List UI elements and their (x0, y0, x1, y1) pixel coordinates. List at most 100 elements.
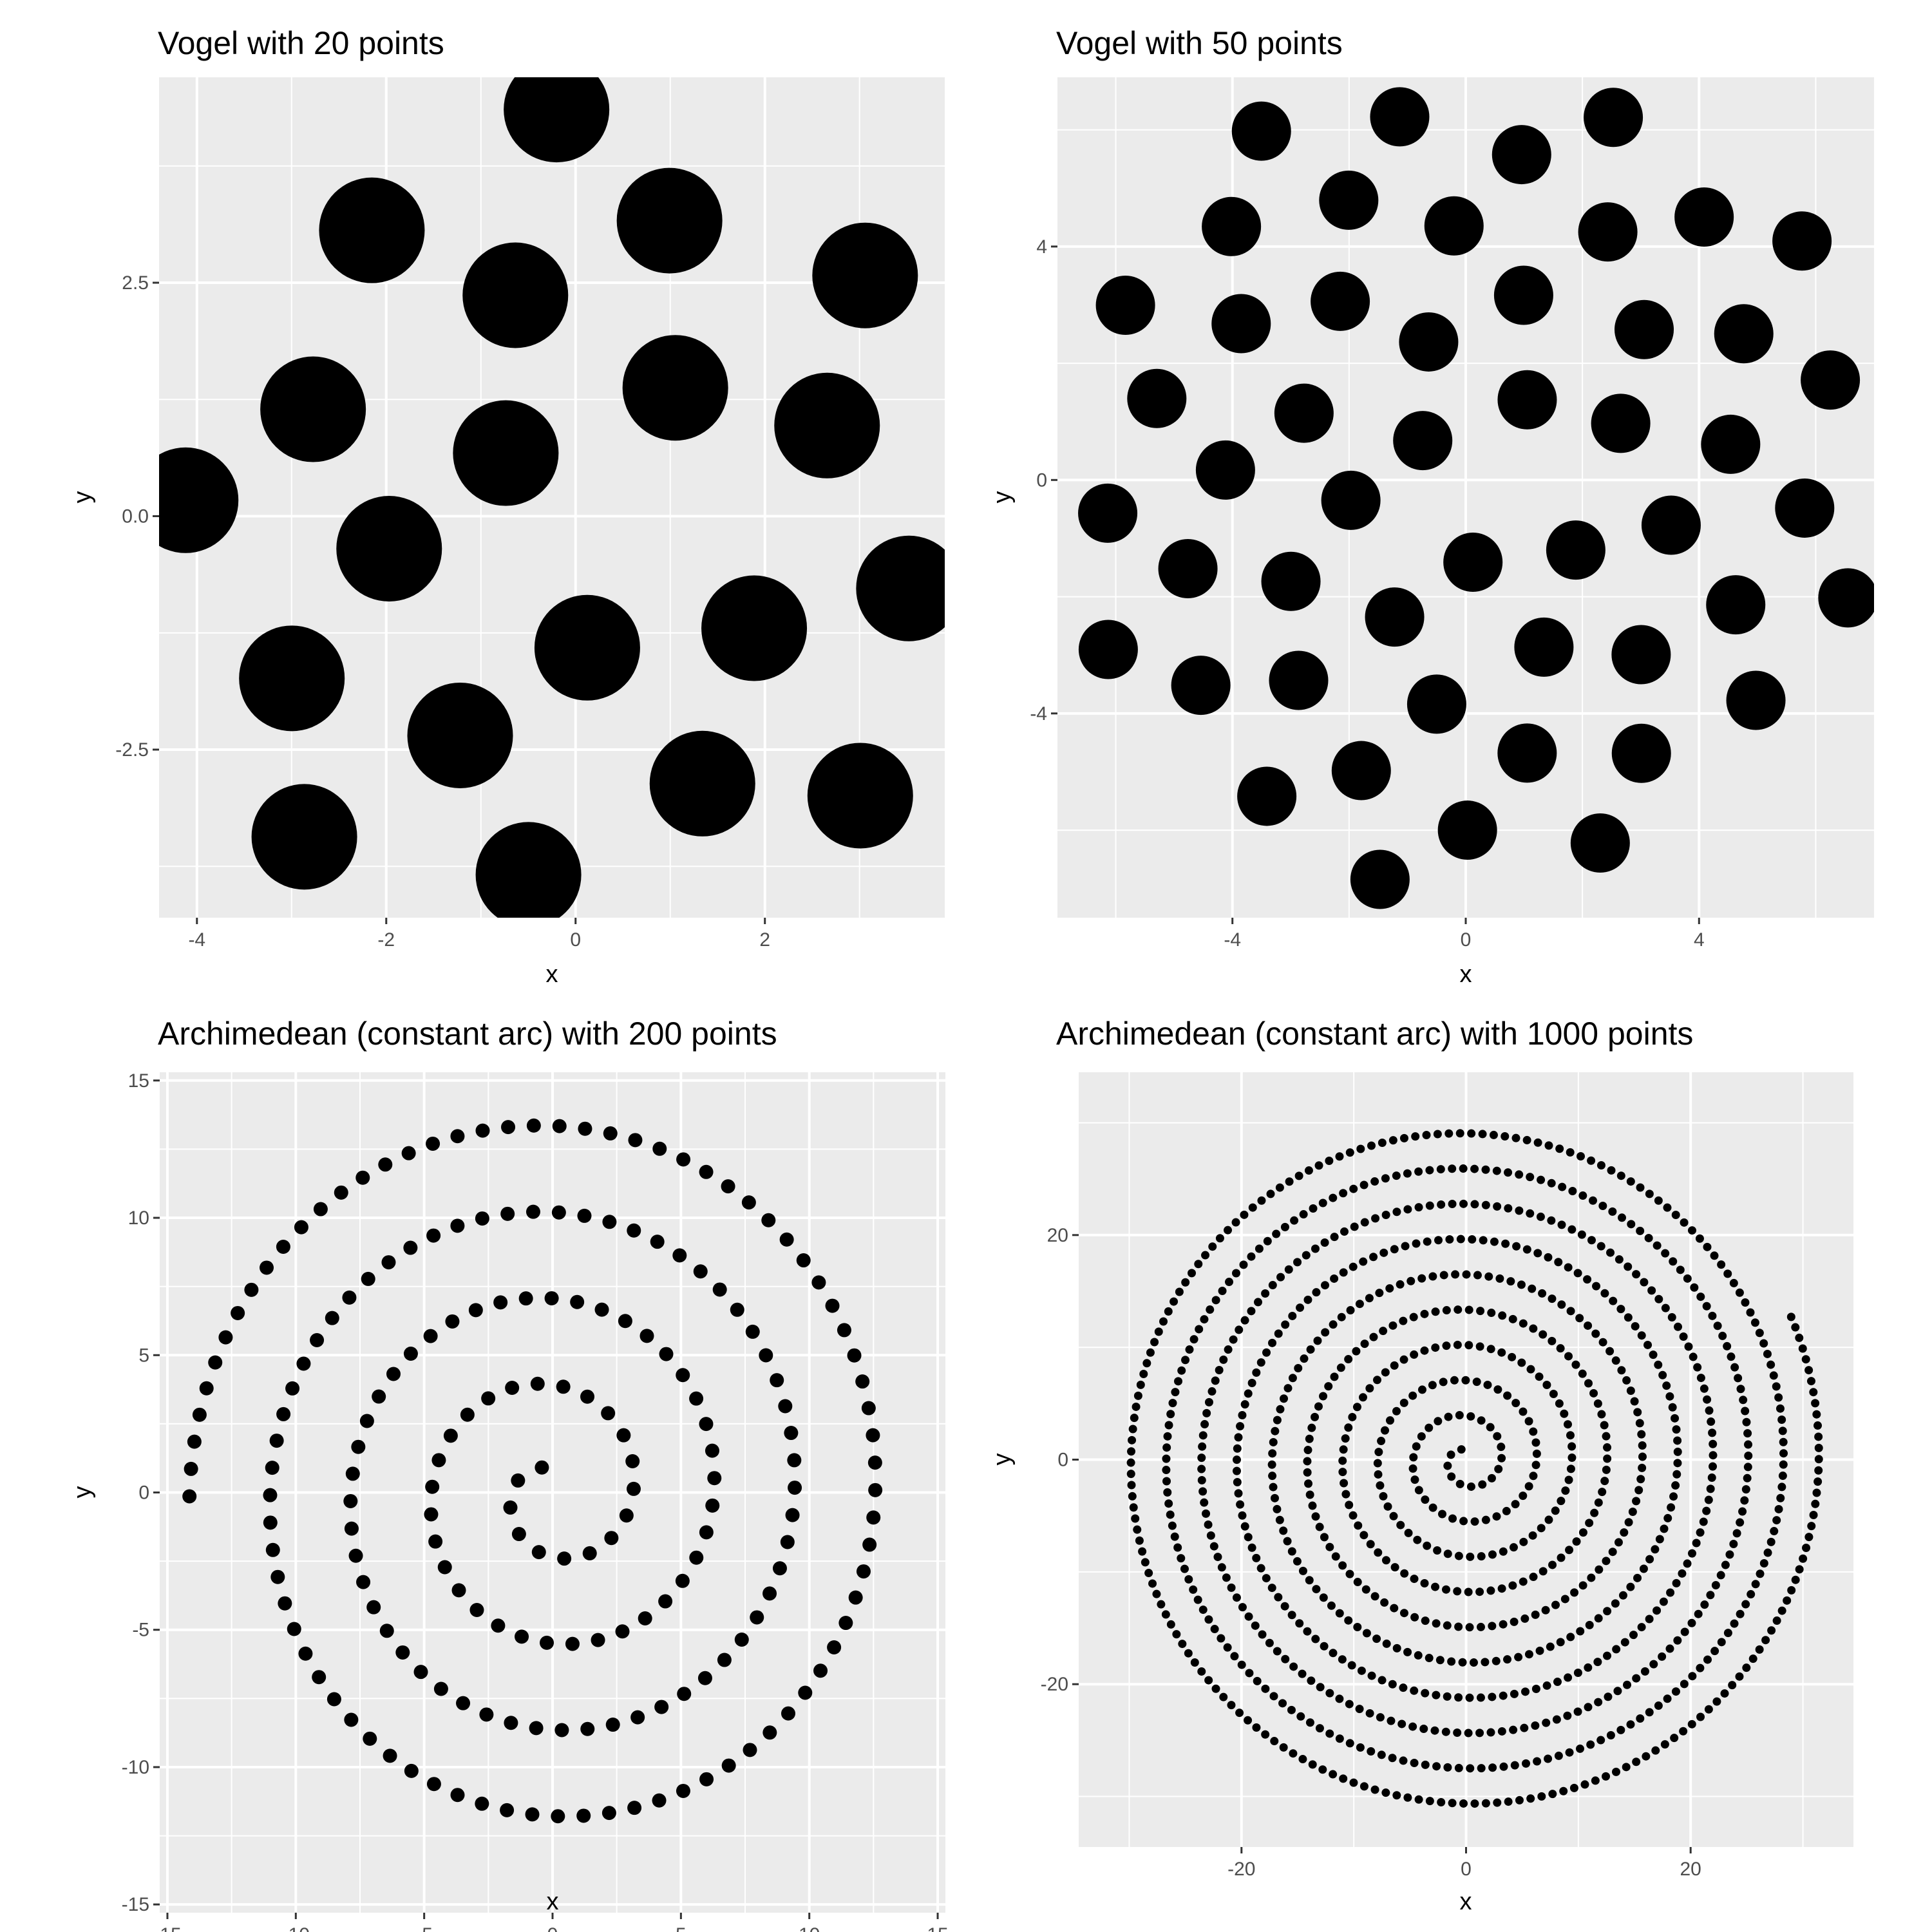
data-point (1348, 1412, 1357, 1421)
data-point (1381, 1210, 1390, 1219)
data-point (1164, 1421, 1173, 1430)
x-tick-label: 20 (1680, 1859, 1701, 1880)
data-point (1517, 1280, 1526, 1289)
data-point (1444, 1129, 1454, 1138)
data-point (1492, 1166, 1501, 1175)
data-point (1421, 1495, 1430, 1504)
data-point (1233, 1444, 1242, 1453)
data-point (1604, 1692, 1613, 1701)
data-point (1304, 1166, 1313, 1175)
data-point (1706, 575, 1766, 635)
data-point (1306, 1345, 1315, 1354)
data-point (1361, 1585, 1370, 1594)
data-point (1253, 1676, 1262, 1685)
data-point (672, 1248, 687, 1263)
data-point (705, 1498, 720, 1513)
x-tick-labels: -15 -10 -5 0 5 10 15 (153, 1924, 948, 1932)
data-point (310, 1332, 325, 1347)
data-point (336, 496, 442, 602)
data-point (540, 1635, 554, 1650)
y-axis-title: y (69, 1486, 96, 1499)
data-point (1811, 1499, 1820, 1508)
data-point (1222, 1573, 1231, 1582)
data-point (1497, 1454, 1506, 1463)
data-point (580, 1389, 595, 1404)
data-point (1548, 1336, 1557, 1345)
data-point (1434, 1417, 1443, 1426)
data-point (1387, 1716, 1396, 1725)
data-point (529, 1721, 544, 1736)
data-point (1477, 1552, 1486, 1561)
data-point (601, 1806, 616, 1821)
data-point (1247, 1543, 1256, 1552)
data-point (426, 1136, 440, 1151)
data-point (1240, 1400, 1249, 1409)
data-point (1267, 1460, 1276, 1469)
data-point (493, 1295, 508, 1310)
y-tick-label: 0 (138, 1482, 149, 1504)
data-point (244, 1282, 259, 1297)
data-point (1211, 1296, 1220, 1305)
data-point (1305, 1718, 1314, 1727)
data-point (1499, 1762, 1508, 1771)
data-point (1747, 1590, 1756, 1599)
data-point (1520, 1687, 1530, 1696)
data-point (1636, 1714, 1645, 1723)
x-tick-label: 0 (547, 1924, 558, 1932)
data-point (1244, 1389, 1253, 1398)
data-point (1548, 1790, 1557, 1799)
data-point (1529, 1472, 1538, 1481)
data-point (270, 1569, 285, 1584)
data-point (1499, 1691, 1508, 1700)
data-point (265, 1542, 280, 1557)
data-point (1487, 1473, 1496, 1482)
data-point (1517, 1358, 1526, 1367)
data-point (1289, 1749, 1298, 1758)
data-point (1392, 1208, 1401, 1217)
data-point (1703, 1395, 1712, 1404)
data-point (1662, 1381, 1671, 1390)
data-point (1651, 1545, 1660, 1554)
data-point (734, 1632, 749, 1647)
data-point (1374, 1470, 1383, 1479)
y-tick-label: 15 (128, 1070, 149, 1092)
data-point (1335, 1734, 1344, 1743)
data-point (1383, 1502, 1392, 1511)
data-point (1528, 1284, 1537, 1293)
data-point (1606, 1248, 1615, 1257)
data-point (1779, 1437, 1788, 1446)
data-point (1568, 1187, 1577, 1196)
data-point (1338, 1456, 1347, 1465)
data-point (1603, 1454, 1612, 1463)
data-point (500, 1803, 515, 1817)
data-point (1142, 1359, 1151, 1368)
data-point (591, 1633, 605, 1647)
data-point (1393, 411, 1453, 471)
data-point (1551, 1506, 1560, 1515)
data-point (437, 1560, 452, 1575)
x-tick-label: 0 (570, 929, 581, 951)
data-point (1340, 1227, 1349, 1236)
data-point (1339, 1189, 1348, 1198)
data-point (1520, 1614, 1530, 1623)
data-point (1542, 1681, 1551, 1690)
data-point (780, 1535, 795, 1549)
data-point (1696, 1374, 1705, 1383)
x-tick-labels: -20 0 20 (1227, 1859, 1701, 1880)
data-point (1526, 1209, 1535, 1218)
data-point (526, 1204, 540, 1219)
data-point (1211, 1684, 1220, 1693)
data-point (1743, 1463, 1752, 1472)
data-point (1344, 1355, 1353, 1364)
data-point (1743, 1429, 1752, 1438)
data-point (1311, 1244, 1320, 1253)
y-tick-label: 20 (1047, 1225, 1068, 1246)
data-point (1492, 1656, 1501, 1665)
data-point (404, 1763, 419, 1778)
data-point (1526, 1173, 1535, 1182)
data-point (1311, 1512, 1320, 1521)
data-point (1273, 1504, 1282, 1513)
data-point (1379, 1327, 1388, 1336)
data-point (1638, 1452, 1647, 1461)
data-point (1321, 1328, 1330, 1337)
